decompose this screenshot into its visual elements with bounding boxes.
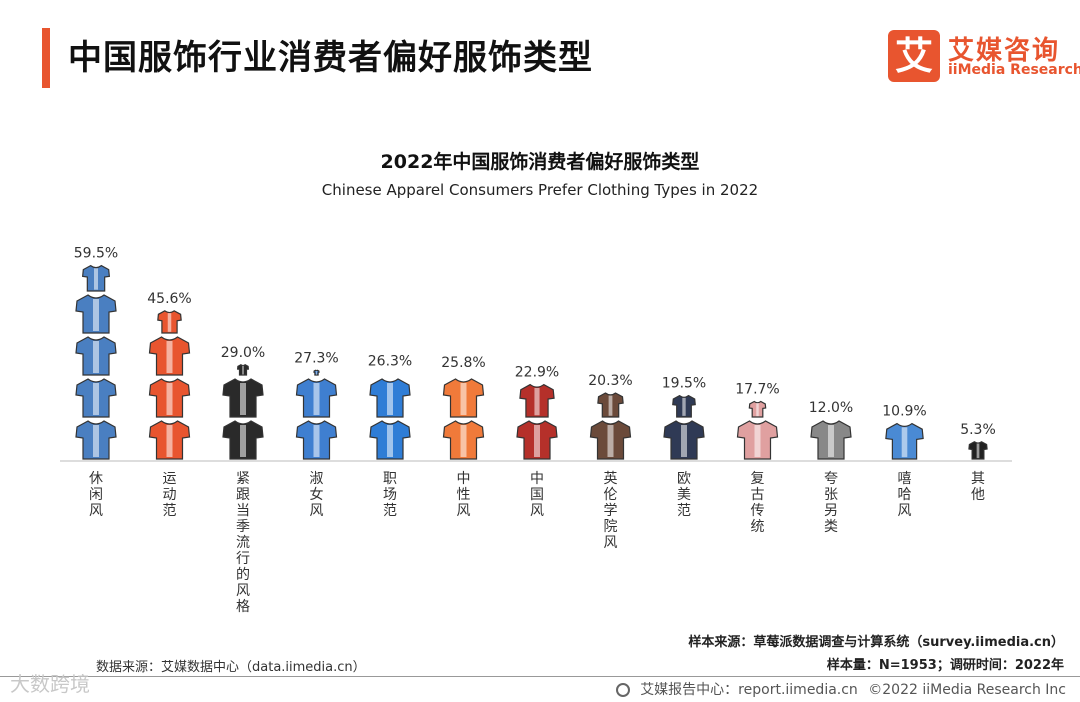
sample-source: 样本来源：草莓派数据调查与计算系统（survey.iimedia.cn） <box>688 635 1064 650</box>
value-label: 10.9% <box>882 404 926 420</box>
footer-bottom-row: 艾媒报告中心：report.iimedia.cn ©2022 iiMedia R… <box>610 679 1066 699</box>
category-label-char: 季 <box>236 519 250 535</box>
category-label-char: 嘻 <box>898 471 912 487</box>
category-label-char: 格 <box>236 599 250 615</box>
bar-qipao-red-icon <box>516 383 558 460</box>
category-label-char: 风 <box>236 583 250 599</box>
value-label: 59.5% <box>74 246 118 262</box>
globe-icon <box>616 683 631 697</box>
category-label-char: 张 <box>824 487 838 503</box>
category-label-char: 另 <box>824 503 838 519</box>
category-label-char: 院 <box>604 519 618 535</box>
data-source: 数据来源：艾媒数据中心（data.iimedia.cn） <box>96 660 366 675</box>
bar-dress-blue-icon <box>295 369 338 460</box>
category-label-char: 中 <box>530 471 544 487</box>
category-label-char: 动 <box>163 487 177 503</box>
category-label-char: 风 <box>89 503 103 519</box>
category-label-char: 闲 <box>89 487 103 503</box>
category-label-char: 哈 <box>898 487 912 503</box>
value-label: 22.9% <box>515 365 559 381</box>
bar-jersey-orange-icon <box>148 310 191 460</box>
category-label-char: 范 <box>163 502 177 519</box>
category-label-char: 其 <box>971 471 985 487</box>
bar-shirt-blue-icon <box>75 264 117 460</box>
chart-subtitle: Chinese Apparel Consumers Prefer Clothin… <box>321 181 759 199</box>
page-title: 中国服饰行业消费者偏好服饰类型 <box>68 38 593 78</box>
category-label-char: 场 <box>383 487 397 503</box>
category-label-char: 风 <box>898 503 912 519</box>
report-center-link[interactable]: 艾媒报告中心：report.iimedia.cn <box>640 682 858 698</box>
category-label-char: 休 <box>89 471 103 487</box>
value-label: 20.3% <box>588 373 632 389</box>
value-label: 12.0% <box>809 400 853 416</box>
value-label: 5.3% <box>960 422 996 438</box>
category-label-char: 传 <box>751 503 765 519</box>
category-label-char: 流 <box>236 535 250 551</box>
category-label-char: 风 <box>310 503 324 519</box>
value-label: 26.3% <box>368 354 412 370</box>
value-label: 27.3% <box>294 350 338 366</box>
category-label-char: 美 <box>677 487 691 503</box>
category-label-char: 行 <box>236 551 250 567</box>
category-label-char: 范 <box>383 502 397 519</box>
iimedia-logo: 艾 艾媒咨询 iiMedia Research <box>888 30 1080 86</box>
category-label-char: 国 <box>530 487 544 503</box>
logo-mark: 艾 <box>888 30 940 82</box>
category-label-char: 职 <box>383 471 397 487</box>
value-label: 17.7% <box>735 381 779 397</box>
bar-tshirt-orange-icon <box>442 378 485 460</box>
category-label-char: 他 <box>971 487 985 503</box>
value-label: 45.6% <box>147 291 191 307</box>
category-label-char: 女 <box>310 486 324 503</box>
category-label-char: 欧 <box>677 471 691 487</box>
bar-tangsuit-pink-icon <box>736 400 779 460</box>
category-label-char: 古 <box>751 487 765 503</box>
bar-suit-black-icon <box>222 364 264 460</box>
sample-size: 样本量：N=1953；调研时间：2022年 <box>826 658 1064 673</box>
title-accent-bar <box>42 28 50 88</box>
bar-shirt-black-icon <box>968 441 988 460</box>
category-label-char: 统 <box>751 519 765 535</box>
chart-title: 2022年中国服饰消费者偏好服饰类型 <box>380 151 700 173</box>
category-label-char: 学 <box>604 503 618 519</box>
category-label-char: 风 <box>457 503 471 519</box>
bar-tshirt-stripe-icon <box>885 422 924 460</box>
category-label-char: 当 <box>236 503 250 519</box>
category-label-char: 跟 <box>236 487 250 503</box>
category-label-char: 性 <box>457 487 471 503</box>
category-label-char: 风 <box>604 535 618 551</box>
category-label-char: 运 <box>163 471 177 487</box>
category-label-char: 复 <box>751 470 765 487</box>
value-label: 19.5% <box>662 376 706 392</box>
footer-divider <box>0 676 1080 677</box>
category-label-char: 范 <box>677 502 691 519</box>
category-label-char: 中 <box>457 471 471 487</box>
value-label: 25.8% <box>441 355 485 371</box>
copyright: ©2022 iiMedia Research Inc <box>868 682 1066 698</box>
category-label-char: 伦 <box>604 487 618 503</box>
bar-polo-blue-icon <box>369 378 411 460</box>
logo-name-cn: 艾媒咨询 <box>948 36 1061 66</box>
category-label-char: 的 <box>236 567 250 583</box>
watermark: 大数跨境 <box>10 672 90 696</box>
pictogram-bar-chart: 59.5%休闲风45.6%运动范29.0%紧跟当季流行的风格27.3%淑女风26… <box>60 246 1012 615</box>
bar-coat-brown-icon <box>589 392 632 460</box>
value-label: 29.0% <box>221 345 265 361</box>
category-label-char: 英 <box>604 470 618 487</box>
bar-tshirt-dog-icon <box>810 420 852 460</box>
category-label-char: 风 <box>530 503 544 519</box>
category-label-char: 淑 <box>310 471 324 487</box>
bar-jacket-navy-icon <box>663 394 705 460</box>
category-label-char: 夸 <box>824 471 838 487</box>
category-label-char: 紧 <box>236 471 250 487</box>
category-label-char: 类 <box>824 519 838 535</box>
logo-name-en: iiMedia Research <box>948 62 1080 78</box>
